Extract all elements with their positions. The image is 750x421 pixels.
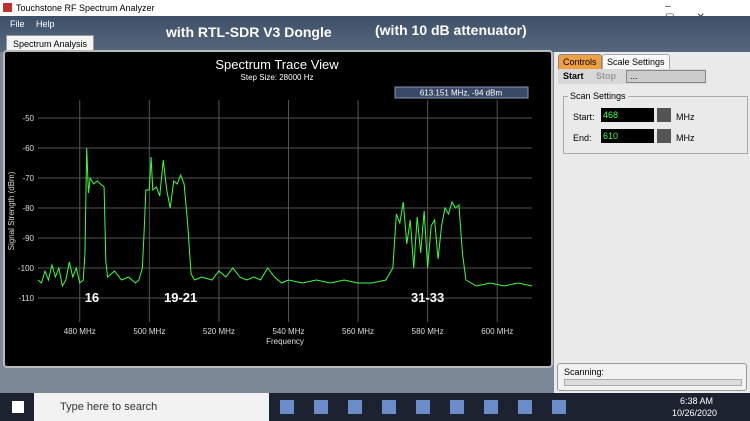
y-axis-label: Signal Strength (dBm) [7, 171, 16, 250]
x-tick-label: 600 MHz [481, 327, 513, 336]
app-icon [3, 3, 12, 12]
unit: MHz [676, 133, 695, 143]
search-text: Type here to search [60, 401, 158, 413]
y-tick-label: -90 [22, 234, 34, 243]
app-icons[interactable] [280, 400, 580, 414]
start-label: Start: [573, 112, 595, 122]
status-label: Scanning: [564, 367, 605, 377]
annotation: 31-33 [411, 290, 444, 305]
scan-settings: Scan Settings Start: 468 MHz End: 610 MH… [563, 91, 748, 154]
window-title: Touchstone RF Spectrum Analyzer [16, 3, 155, 13]
spin[interactable] [657, 129, 671, 143]
start-field[interactable]: 468 [601, 108, 654, 122]
x-tick-label: 560 MHz [342, 327, 374, 336]
right-panel: Controls Scale Settings Start Stop ... S… [554, 52, 750, 393]
x-tick-label: 540 MHz [272, 327, 304, 336]
y-tick-label: -70 [22, 174, 34, 183]
menu-file[interactable]: File [10, 19, 25, 29]
readout-box [394, 86, 529, 99]
spin[interactable] [657, 108, 671, 122]
overlay-text: with RTL-SDR V3 Dongle [166, 24, 332, 40]
stop-button[interactable]: Stop [596, 71, 616, 81]
x-tick-label: 480 MHz [64, 327, 96, 336]
annotation: 19-21 [164, 290, 197, 305]
chart-panel [3, 50, 553, 368]
unit: MHz [676, 112, 695, 122]
y-tick-label: -110 [19, 294, 35, 303]
dropdown[interactable]: ... [626, 70, 706, 83]
y-tick-label: -80 [22, 204, 34, 213]
chart-title: Spectrum Trace View [215, 57, 339, 72]
chart-subtitle: Step Size: 28000 Hz [241, 73, 314, 82]
header: File Help with RTL-SDR V3 Dongle (with 1… [0, 16, 750, 52]
tab-controls[interactable]: Controls [558, 54, 602, 70]
end-label: End: [573, 133, 592, 143]
readout: 613.151 MHz, -94 dBm [420, 89, 503, 98]
annotation: 16 [85, 290, 99, 305]
group-label: Scan Settings [568, 91, 628, 101]
x-tick-label: 580 MHz [412, 327, 444, 336]
search-box[interactable]: Type here to search [34, 393, 269, 421]
overlay-text: (with 10 dB attenuator) [375, 22, 527, 38]
toolbar: Start Stop ... [558, 69, 706, 84]
tab[interactable]: Spectrum Analysis [6, 35, 95, 52]
end-field[interactable]: 610 [601, 129, 654, 143]
clock-time: 6:38 AM [680, 396, 714, 406]
y-tick-label: -60 [22, 144, 34, 153]
y-tick-label: -50 [22, 114, 34, 123]
title-bar: Touchstone RF Spectrum Analyzer –▢✕ [0, 0, 750, 23]
trace [37, 147, 533, 288]
start-icon[interactable] [12, 401, 24, 413]
progress-bar [564, 379, 742, 386]
tab-scale[interactable]: Scale Settings [602, 54, 670, 70]
y-tick-label: -100 [18, 264, 35, 273]
status-box: Scanning: [557, 363, 747, 391]
taskbar: Type here to search 6:38 AM 10/26/2020 [0, 393, 750, 421]
menu-help[interactable]: Help [36, 19, 55, 29]
x-tick-label: 520 MHz [203, 327, 235, 336]
start-button[interactable]: Start [563, 71, 584, 81]
clock-date: 10/26/2020 [672, 408, 718, 418]
x-tick-label: 500 MHz [133, 327, 165, 336]
x-axis-label: Frequency [266, 337, 304, 346]
